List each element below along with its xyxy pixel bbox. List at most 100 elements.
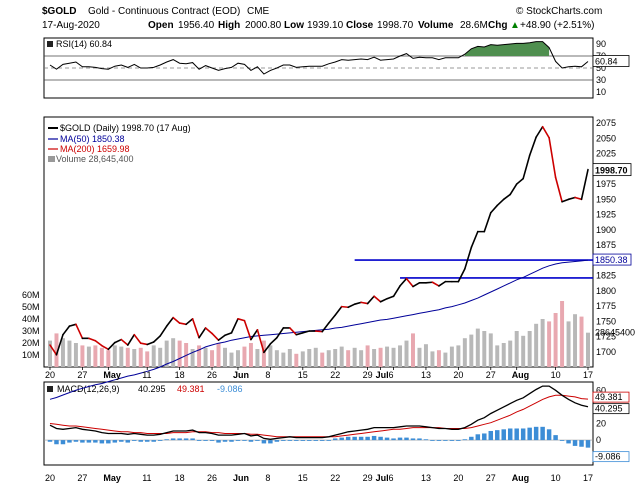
rsi-overbought-fill [406,41,550,56]
price-segment [198,327,207,339]
macd-hist-bar [222,440,228,442]
date-label-bottom: 20 [45,473,55,483]
macd-hist-current: -9.086 [595,452,621,462]
price-tick-label: 1750 [596,316,616,326]
rsi-legend: RSI(14) 60.84 [56,39,112,49]
price-segment [522,154,531,180]
macd-hist-bar [579,440,584,447]
date-label-bottom: 26 [207,473,217,483]
price-segment [185,318,194,326]
price-segment [301,330,311,334]
price-segment [405,277,414,288]
price-segment [237,318,246,322]
rsi-line [49,41,589,75]
volume-bar [145,351,150,367]
volume-value: 28.6M [460,20,488,31]
chg-arrow-icon: ▲ [510,20,520,31]
macd-hist-bar [520,428,526,441]
macd-hist-bar [410,438,416,441]
price-segment [327,314,337,324]
volume-bar [527,331,532,367]
macd-hist-bar [456,440,461,441]
price-segment [114,338,123,344]
price-segment [88,337,97,342]
volume-bar [158,347,163,367]
volume-bar [48,340,52,367]
macd-hist-bar [313,440,319,441]
volume-bar [391,347,396,367]
price-segment [528,136,537,157]
volume-bar [93,345,98,367]
price-tick-label: 2050 [596,133,616,143]
macd-hist-bar [469,436,474,441]
rsi-current-label: 60.84 [595,56,618,66]
price-tick-label: 1700 [596,347,616,357]
macd-hist-bar [281,440,286,441]
price-segment [159,325,168,337]
price-segment [49,344,58,356]
volume-bar [248,343,253,367]
price-segment [172,316,181,324]
price-segment [483,211,492,233]
price-tick-label: 2025 [596,149,616,159]
price-segment [139,342,149,346]
volume-bar [553,313,558,367]
price-tick-label: 1775 [596,301,616,311]
macd-hist-bar [229,440,234,442]
close-value: 1998.70 [377,20,414,31]
ma200-legend: MA(200) 1659.98 [60,144,130,154]
macd-hist-bar [559,440,565,441]
low-value: 1939.10 [307,20,344,31]
volume-bar [469,334,474,367]
volume-bar [307,349,312,367]
price-segment [217,334,226,341]
price-segment [470,230,479,249]
volume-bar [534,323,539,367]
price-segment [289,327,298,336]
volume-bar [112,345,117,367]
price-segment [256,329,265,354]
date-label-top: 18 [175,370,185,380]
volume-bar [540,319,545,367]
volume-bar [443,352,448,367]
volume-bar [255,349,260,367]
price-tick-label: 1950 [596,194,616,204]
volume-bar [346,350,351,367]
date-label-bottom: 8 [265,473,270,483]
macd-hist-bar [514,428,519,441]
volume-bar [385,346,390,367]
macd-hist-bar [300,440,306,441]
macd-signal-box [592,391,630,403]
rsi-tick-label: 10 [596,87,606,97]
date-label-top: 20 [453,370,463,380]
macd-hist-bar [358,436,364,441]
macd-signal-current: 49.381 [595,392,623,402]
price-segment [334,305,343,316]
volume-bar [80,345,85,367]
volume-bar [177,340,182,367]
macd-hist-bar [47,440,53,442]
price-segment [554,176,563,203]
symbol-title: $GOLD [42,6,76,17]
macd-tick-label: 0 [596,435,601,445]
macd-hist-bar [242,440,247,441]
price-legend: $GOLD (Daily) 1998.70 (17 Aug) [60,123,191,133]
macd-hist-bar [274,440,280,442]
volume-bar [521,335,526,367]
macd-hist-bar [326,440,331,441]
open-label: Open [148,20,174,31]
macd-hist-bar [73,440,79,442]
date-label-top: 8 [265,370,270,380]
price-segment [502,193,512,201]
price-segment [425,281,434,284]
macd-hist-bar [339,437,344,441]
price-segment [392,285,401,298]
price-segment [224,332,233,337]
volume-bar [119,346,124,367]
volume-bar [261,340,266,367]
price-segment [574,196,583,201]
volume-bar [326,350,331,367]
chg-value: +48.90 (+2.51%) [520,20,595,31]
price-segment [379,297,388,303]
volume-bar [73,343,78,367]
